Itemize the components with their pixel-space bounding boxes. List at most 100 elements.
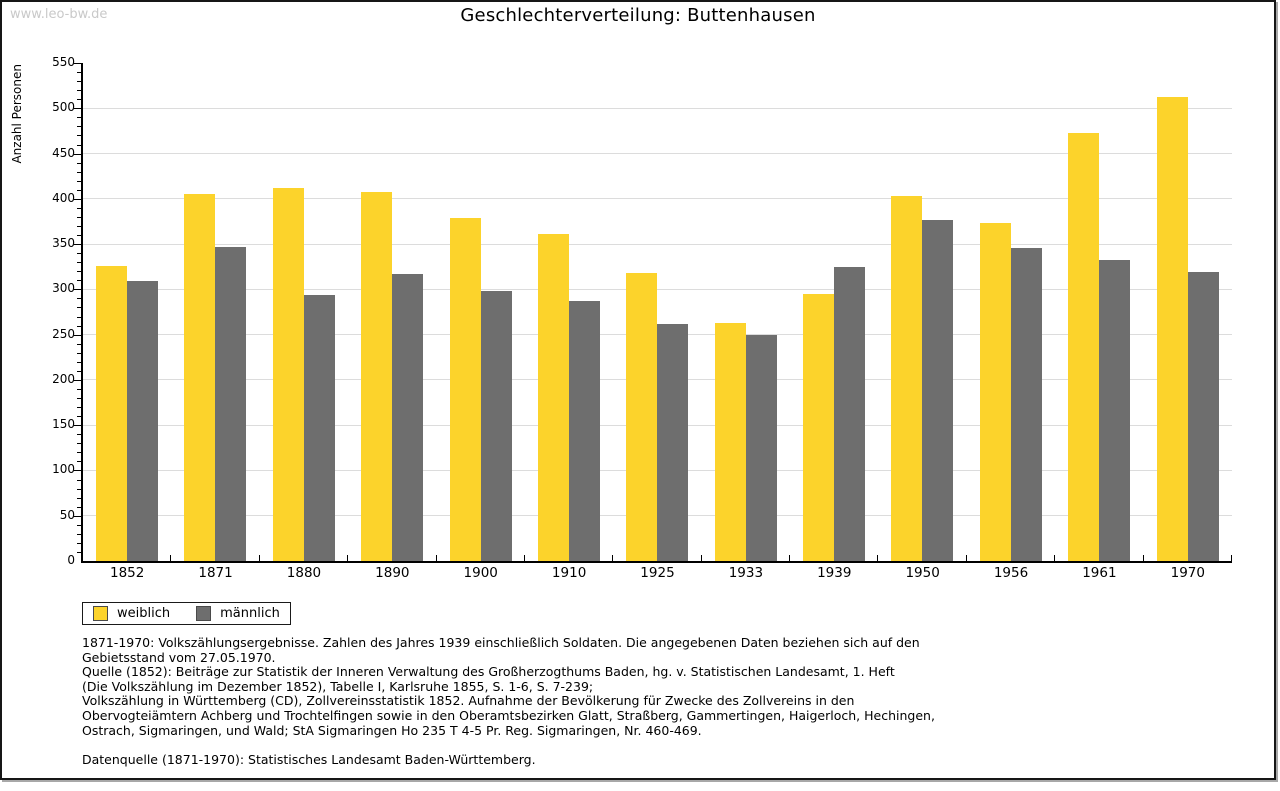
bar-männlich-1950 (922, 220, 954, 561)
y-tick-490 (77, 117, 81, 119)
x-category-label-1871: 1871 (198, 565, 233, 581)
x-boundary-tick-6 (612, 555, 614, 561)
bar-weiblich-1939 (803, 294, 835, 561)
bar-männlich-1880 (303, 295, 335, 561)
footnote-line: Ostrach, Sigmaringen, und Wald; StA Sigm… (82, 722, 702, 738)
y-tick-340 (77, 253, 81, 255)
y-tick-label-0: 0 (67, 553, 75, 567)
gridline-350 (83, 243, 1232, 245)
x-boundary-tick-3 (347, 555, 349, 561)
y-axis-line (81, 63, 83, 563)
bar-weiblich-1852 (96, 266, 127, 561)
bar-männlich-1956 (1010, 248, 1042, 561)
x-boundary-tick-12 (1142, 555, 1144, 561)
bar-weiblich-1910 (537, 234, 569, 561)
y-tick-180 (77, 398, 81, 400)
legend-swatch-weiblich (93, 606, 108, 621)
x-boundary-tick-10 (965, 555, 967, 561)
x-boundary-tick-13 (1231, 555, 1232, 561)
y-tick-label-250: 250 (52, 326, 75, 341)
footnote-line: Volkszählung in Württemberg (CD), Zollve… (82, 693, 855, 709)
y-tick-320 (77, 271, 81, 273)
y-tick-90 (77, 479, 81, 481)
footnote-line: (Die Volkszählung im Dezember 1852), Tab… (82, 678, 594, 694)
x-category-label-1900: 1900 (463, 565, 498, 581)
y-tick-40 (77, 524, 81, 526)
y-tick-260 (77, 325, 81, 327)
bar-weiblich-1956 (979, 223, 1011, 561)
y-tick-10 (77, 551, 81, 553)
gridline-400 (83, 198, 1232, 200)
bar-männlich-1910 (568, 301, 600, 561)
x-boundary-tick-4 (435, 555, 437, 561)
y-tick-420 (77, 180, 81, 182)
y-tick-480 (77, 126, 81, 128)
y-tick-label-150: 150 (52, 417, 75, 432)
y-tick-500 (74, 108, 81, 110)
y-tick-350 (74, 244, 81, 246)
bar-männlich-1871 (215, 247, 247, 561)
x-category-label-1950: 1950 (905, 565, 940, 581)
y-tick-label-300: 300 (52, 281, 75, 296)
gridline-450 (83, 153, 1232, 155)
y-tick-400 (74, 198, 81, 200)
y-tick-470 (77, 135, 81, 137)
y-tick-280 (77, 307, 81, 309)
bar-männlich-1970 (1187, 272, 1219, 561)
x-category-label-1852: 1852 (110, 565, 145, 581)
footnote-line: 1871-1970: Volkszählungsergebnisse. Zahl… (82, 635, 920, 650)
y-tick-410 (77, 189, 81, 191)
y-tick-290 (77, 298, 81, 300)
y-tick-550 (74, 63, 81, 64)
y-tick-label-350: 350 (52, 236, 75, 251)
y-tick-370 (77, 225, 81, 227)
footnote-line: Quelle (1852): Beiträge zur Statistik de… (82, 664, 895, 680)
y-tick-130 (77, 443, 81, 445)
y-tick-label-500: 500 (52, 100, 75, 115)
y-tick-label-50: 50 (59, 507, 75, 522)
bar-weiblich-1900 (449, 218, 481, 561)
watermark: www.leo-bw.de (2, 5, 120, 25)
x-boundary-tick-7 (700, 555, 702, 561)
y-tick-50 (74, 515, 81, 517)
bar-männlich-1961 (1099, 260, 1131, 561)
y-tick-330 (77, 262, 81, 264)
bar-männlich-1933 (745, 335, 777, 561)
gridline-500 (83, 107, 1232, 109)
y-tick-190 (77, 388, 81, 390)
bar-männlich-1939 (834, 267, 866, 561)
y-tick-80 (77, 488, 81, 490)
y-tick-390 (77, 207, 81, 209)
y-tick-110 (77, 461, 81, 463)
x-boundary-tick-9 (877, 555, 879, 561)
y-tick-430 (77, 171, 81, 173)
chart-title: Geschlechterverteilung: Buttenhausen (460, 5, 816, 26)
y-tick-510 (77, 99, 81, 101)
x-boundary-tick-8 (789, 555, 791, 561)
y-axis-title: Anzahl Personen (10, 64, 24, 164)
y-tick-450 (74, 153, 81, 155)
y-tick-label-400: 400 (52, 190, 75, 205)
y-tick-300 (74, 289, 81, 291)
gridline-300 (83, 288, 1232, 290)
y-tick-30 (77, 533, 81, 535)
y-tick-240 (77, 343, 81, 345)
legend-swatch-männlich (196, 606, 212, 621)
bar-weiblich-1925 (626, 273, 658, 561)
y-tick-120 (77, 452, 81, 454)
x-category-label-1970: 1970 (1170, 565, 1205, 581)
bar-männlich-1852 (127, 281, 158, 561)
legend-label-männlich: männlich (220, 606, 280, 621)
legend-label-weiblich: weiblich (117, 606, 171, 621)
y-tick-20 (77, 542, 81, 544)
x-category-label-1880: 1880 (286, 565, 322, 581)
legend: weiblich männlich (82, 602, 291, 625)
y-tick-460 (77, 144, 81, 146)
footnote-line: Gebietsstand vom 27.05.1970. (82, 649, 276, 665)
y-tick-380 (77, 216, 81, 218)
x-category-label-1961: 1961 (1082, 565, 1117, 581)
bar-männlich-1925 (657, 324, 689, 561)
y-tick-label-550: 550 (52, 55, 75, 69)
x-category-label-1933: 1933 (728, 565, 764, 581)
bar-weiblich-1933 (714, 323, 746, 561)
